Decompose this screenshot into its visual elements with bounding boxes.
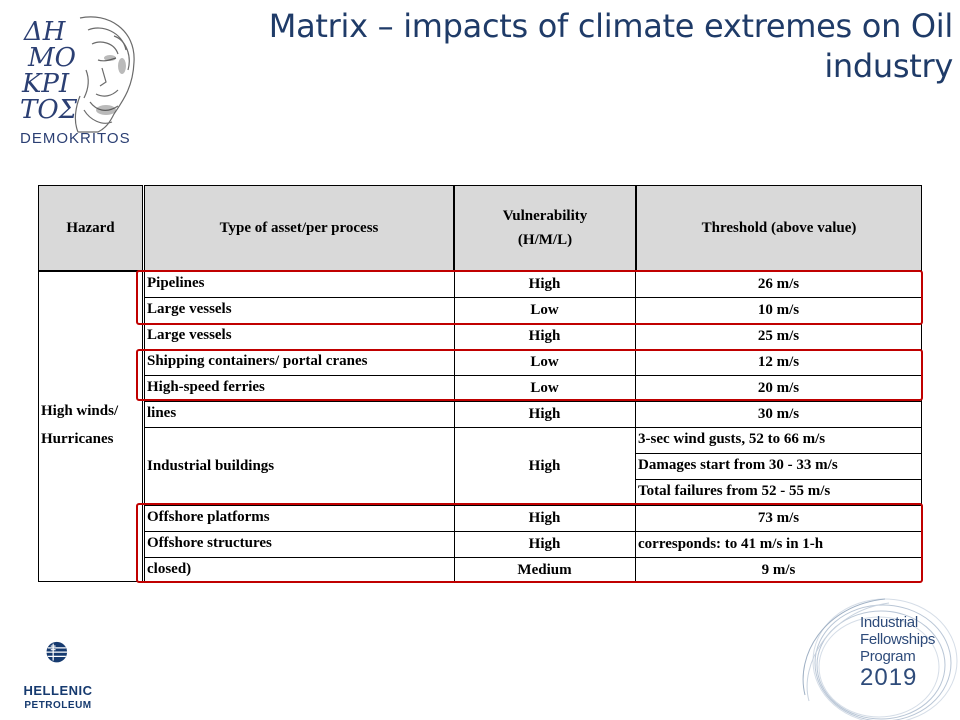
svg-text:ΚΡΙ: ΚΡΙ — [21, 69, 70, 99]
svg-text:ΔΗ: ΔΗ — [23, 17, 67, 47]
democritos-name: DEMOKRITOS — [20, 130, 131, 147]
row-2-threshold: 25 m/s — [757, 328, 800, 344]
ifp-program-name: Industrial Fellowships Program — [860, 614, 956, 665]
row-3-asset: Shipping containers/ portal cranes — [147, 353, 368, 369]
title-line-2: industry — [824, 47, 953, 85]
row-0-threshold: 26 m/s — [757, 276, 800, 292]
row-6-threshold-1: 3-sec wind gusts, 52 to 66 m/s — [638, 431, 826, 447]
hazard-cell — [38, 271, 143, 582]
header-vulnerability-line1: Vulnerability — [502, 208, 588, 224]
ifp-line-3: Program — [860, 648, 916, 665]
row-8-asset: Offshore structures — [147, 535, 272, 551]
ifp-swirl-graphic — [802, 598, 958, 720]
row-2-vulnerability: High — [528, 328, 561, 344]
row-0-vulnerability: High — [528, 276, 561, 292]
democritos-bust-image — [74, 16, 135, 133]
row-4-asset: High-speed ferries — [147, 379, 265, 395]
row-7-threshold: 73 m/s — [757, 510, 800, 526]
ifp-year: 2019 — [860, 664, 918, 691]
row-9-threshold: 9 m/s — [761, 562, 796, 578]
row-5-asset: lines — [147, 405, 177, 421]
hazard-label-line2: Hurricanes — [41, 431, 114, 447]
row-5-vulnerability: High — [528, 406, 561, 422]
hellenic-petroleum-logo — [46, 641, 68, 663]
row-5-threshold: 30 m/s — [757, 406, 800, 422]
slide-title: Matrix – impacts of climate extremes on … — [175, 6, 954, 86]
hellenic-name: HELLENIC — [23, 683, 93, 698]
row-9-vulnerability: Medium — [517, 562, 572, 578]
row-7-vulnerability: High — [528, 510, 561, 526]
highlight-box-containers-ferries — [136, 349, 923, 401]
ifp-line-1: Industrial — [860, 614, 918, 631]
hellenic-globe-icon — [46, 641, 68, 663]
header-hazard: Hazard — [38, 185, 143, 271]
row-4-threshold: 20 m/s — [757, 380, 800, 396]
header-vulnerability: Vulnerability (H/M/L) — [454, 185, 636, 271]
row-3-threshold: 12 m/s — [757, 354, 800, 370]
row-8-vulnerability: High — [528, 536, 561, 552]
row-8-threshold: corresponds: to 41 m/s in 1-h — [638, 536, 824, 552]
impacts-matrix-table: Hazard Type of asset/per process Vulnera… — [38, 185, 922, 583]
row-1-vulnerability: Low — [530, 302, 559, 318]
row-9-asset: closed) — [147, 561, 192, 577]
highlight-box-pipelines-vessels — [136, 270, 923, 325]
svg-text:ΜΟ: ΜΟ — [27, 43, 76, 73]
row-1-threshold: 10 m/s — [757, 302, 800, 318]
row-0-asset: Pipelines — [147, 275, 205, 291]
col-divider-2 — [635, 271, 636, 582]
democritos-logo: ΔΗ ΜΟ ΚΡΙ ΤΟΣ — [20, 16, 135, 133]
ifp-line-2: Fellowships — [860, 631, 936, 648]
highlight-box-offshore — [136, 503, 923, 583]
header-asset: Type of asset/per process — [144, 185, 454, 271]
row-2-asset: Large vessels — [147, 327, 232, 343]
col-divider-1 — [454, 271, 455, 582]
row-3-vulnerability: Low — [530, 354, 559, 370]
row-6-threshold-3: Total failures from 52 - 55 m/s — [638, 483, 831, 499]
title-line-1: Matrix – impacts of climate extremes on … — [268, 7, 954, 45]
row-7-asset: Offshore platforms — [147, 509, 270, 525]
row-6-asset: Industrial buildings — [147, 458, 275, 474]
header-vulnerability-line2: (H/M/L) — [517, 232, 573, 248]
row-4-vulnerability: Low — [530, 380, 559, 396]
petroleum-name: PETROLEUM — [24, 700, 92, 711]
row-1-asset: Large vessels — [147, 301, 232, 317]
row-6-threshold-2: Damages start from 30 - 33 m/s — [638, 457, 838, 473]
row-6-vulnerability: High — [528, 458, 561, 474]
svg-text:ΤΟΣ: ΤΟΣ — [20, 95, 78, 125]
hazard-label-line1: High winds/ — [41, 403, 119, 419]
democritos-monogram: ΔΗ ΜΟ ΚΡΙ ΤΟΣ — [20, 17, 78, 125]
header-threshold: Threshold (above value) — [636, 185, 922, 271]
